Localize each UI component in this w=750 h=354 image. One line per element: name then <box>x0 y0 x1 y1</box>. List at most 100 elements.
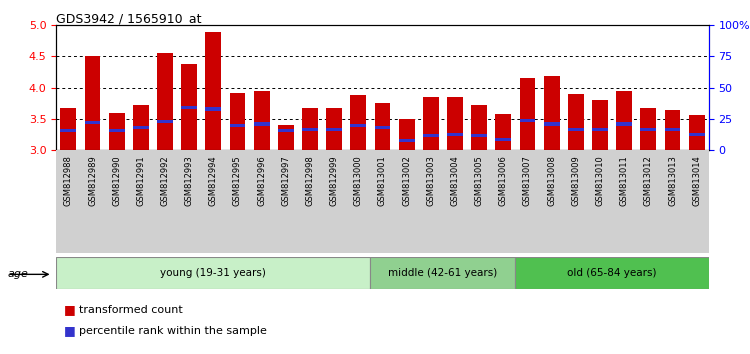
Bar <box>375 126 390 130</box>
Bar <box>153 150 177 253</box>
Bar <box>274 150 298 253</box>
Text: GSM812991: GSM812991 <box>136 156 146 206</box>
Text: GSM813007: GSM813007 <box>523 156 532 206</box>
Bar <box>544 76 560 150</box>
Text: GSM813006: GSM813006 <box>499 156 508 206</box>
Bar <box>230 93 245 150</box>
Text: young (19-31 years): young (19-31 years) <box>160 268 266 278</box>
Bar <box>467 150 491 253</box>
Text: middle (42-61 years): middle (42-61 years) <box>388 268 497 278</box>
Bar <box>496 114 512 150</box>
Bar <box>423 97 439 150</box>
Text: old (65-84 years): old (65-84 years) <box>567 268 657 278</box>
Text: GSM813002: GSM813002 <box>402 156 411 206</box>
Bar <box>419 150 443 253</box>
Bar <box>664 127 680 131</box>
Bar <box>640 108 656 150</box>
Bar <box>158 120 172 123</box>
Bar <box>399 139 415 142</box>
Text: percentile rank within the sample: percentile rank within the sample <box>79 326 267 336</box>
Bar <box>350 124 366 127</box>
Bar <box>491 150 515 253</box>
Bar <box>109 129 124 132</box>
Bar <box>206 107 221 110</box>
Bar <box>636 150 661 253</box>
Bar <box>496 138 512 141</box>
Bar <box>592 127 608 131</box>
Text: transformed count: transformed count <box>79 305 182 315</box>
Bar <box>80 150 104 253</box>
Bar <box>346 150 370 253</box>
Bar <box>375 103 390 150</box>
Bar <box>206 32 221 150</box>
Text: GSM813013: GSM813013 <box>668 156 677 206</box>
Bar <box>302 108 318 150</box>
Bar <box>226 150 250 253</box>
Text: GSM813008: GSM813008 <box>548 156 556 206</box>
Bar <box>685 150 709 253</box>
Text: GSM813014: GSM813014 <box>692 156 701 206</box>
Bar <box>85 56 100 150</box>
Text: GSM812990: GSM812990 <box>112 156 122 206</box>
Bar <box>616 122 632 126</box>
Bar <box>298 150 322 253</box>
Bar <box>515 257 709 289</box>
Bar <box>56 150 80 253</box>
Text: GSM812995: GSM812995 <box>233 156 242 206</box>
Bar <box>158 53 172 150</box>
Bar <box>443 150 467 253</box>
Bar <box>539 150 564 253</box>
Bar <box>423 134 439 137</box>
Bar <box>616 91 632 150</box>
Text: GSM812993: GSM812993 <box>184 156 194 206</box>
Bar <box>471 134 487 137</box>
Bar <box>664 110 680 150</box>
Bar <box>182 106 197 109</box>
Bar <box>447 97 463 150</box>
Bar <box>109 113 124 150</box>
Bar <box>564 150 588 253</box>
Text: GSM812999: GSM812999 <box>330 156 339 206</box>
Bar <box>85 121 100 124</box>
Bar <box>56 257 370 289</box>
Text: GSM812997: GSM812997 <box>281 156 290 206</box>
Text: ■: ■ <box>64 303 76 316</box>
Bar <box>515 150 539 253</box>
Text: GSM812996: GSM812996 <box>257 156 266 206</box>
Bar <box>370 257 515 289</box>
Bar <box>592 100 608 150</box>
Bar <box>177 150 201 253</box>
Bar <box>326 108 342 150</box>
Bar <box>302 127 318 131</box>
Bar <box>568 94 584 150</box>
Text: GSM813004: GSM813004 <box>451 156 460 206</box>
Bar <box>471 105 487 150</box>
Bar <box>254 122 269 126</box>
Bar <box>278 125 294 150</box>
Text: GSM812992: GSM812992 <box>160 156 170 206</box>
Bar <box>520 78 536 150</box>
Bar <box>133 104 148 150</box>
Bar <box>254 91 269 150</box>
Bar <box>640 127 656 131</box>
Bar <box>661 150 685 253</box>
Bar <box>370 150 394 253</box>
Bar <box>612 150 636 253</box>
Bar <box>61 129 76 132</box>
Bar <box>182 64 197 150</box>
Bar <box>688 132 704 136</box>
Bar <box>588 150 612 253</box>
Bar <box>447 132 463 136</box>
Bar <box>133 126 148 130</box>
Bar <box>61 108 76 150</box>
Text: GDS3942 / 1565910_at: GDS3942 / 1565910_at <box>56 12 202 25</box>
Text: GSM813010: GSM813010 <box>596 156 604 206</box>
Text: GSM813011: GSM813011 <box>620 156 628 206</box>
Bar <box>568 127 584 131</box>
Bar <box>394 150 418 253</box>
Text: GSM812994: GSM812994 <box>209 156 218 206</box>
Text: GSM812998: GSM812998 <box>305 156 314 206</box>
Bar <box>544 122 560 126</box>
Text: ■: ■ <box>64 325 76 337</box>
Bar <box>278 129 294 132</box>
